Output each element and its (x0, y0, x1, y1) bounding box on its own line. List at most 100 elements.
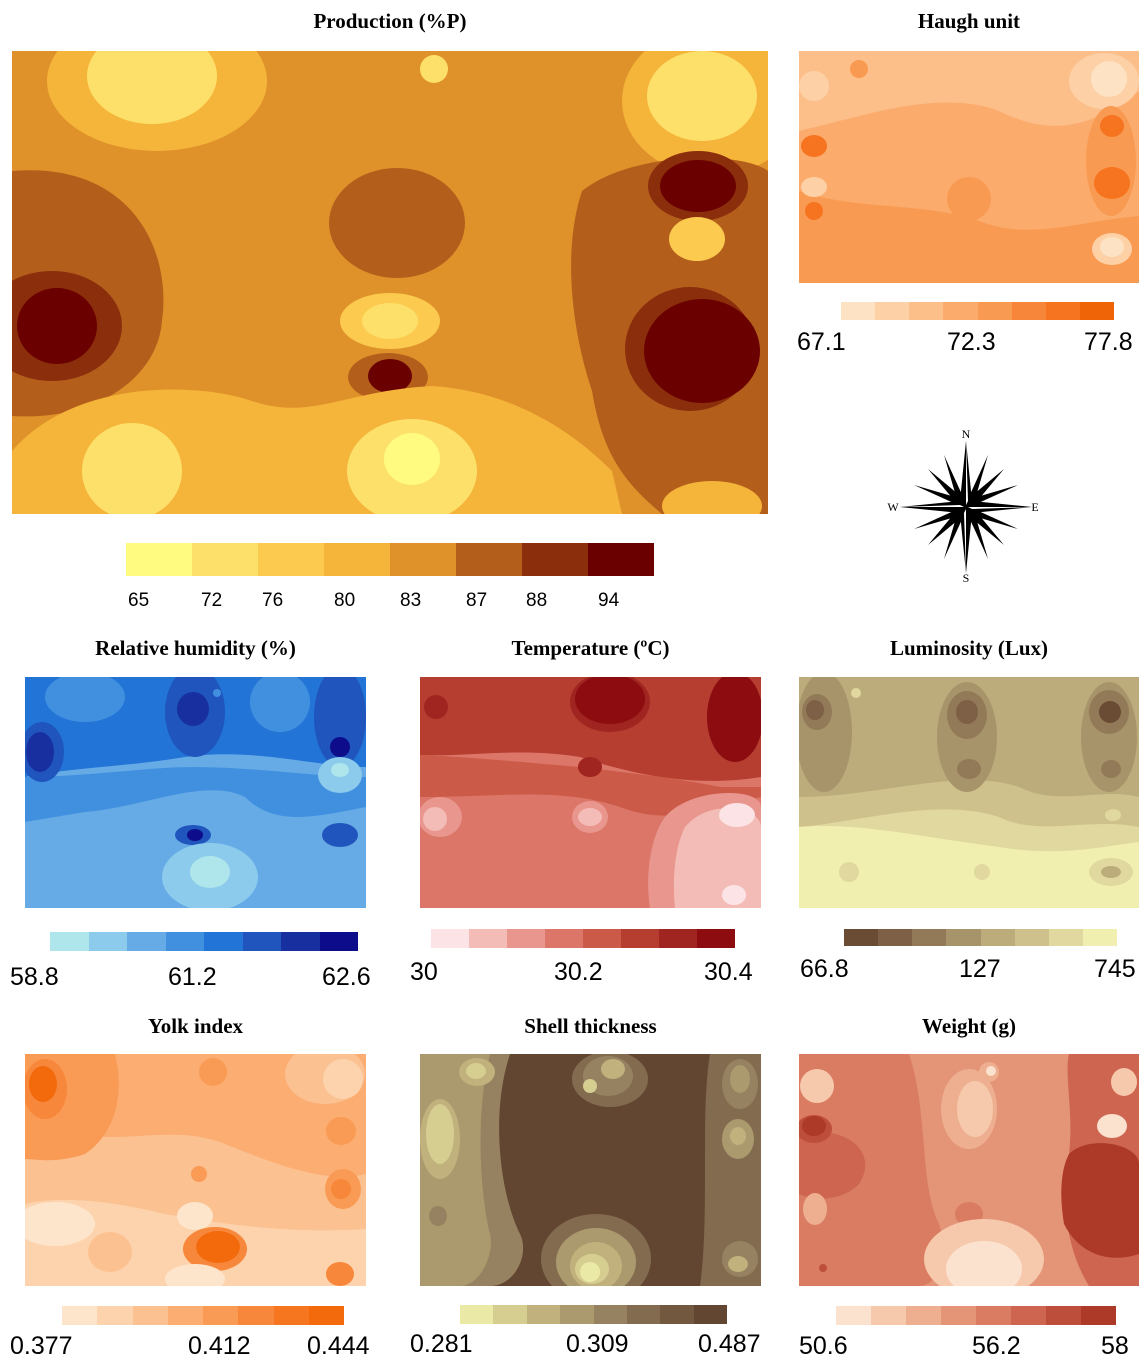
temperature-scale-swatch (697, 929, 735, 948)
humidity-scale-swatch (204, 932, 243, 951)
weight-legend-label-min: 50.6 (799, 1332, 848, 1360)
luminosity-legend-label-mid: 127 (959, 955, 1001, 983)
production-scale-swatch (324, 543, 390, 576)
yolk-legend-label-max: 0.444 (307, 1332, 370, 1360)
weight-color-scale (836, 1306, 1116, 1325)
haugh-scale-swatch (875, 302, 910, 320)
production-legend-label: 80 (334, 590, 356, 611)
shell-title: Shell thickness (524, 1014, 657, 1038)
shell-legend-label-max: 0.487 (698, 1330, 761, 1358)
yolk-scale-swatch (308, 1306, 344, 1325)
production-legend-label: 94 (598, 590, 620, 611)
yolk-legend-label-min: 0.377 (10, 1332, 73, 1360)
temperature-scale-swatch (659, 929, 697, 948)
shell-scale-swatch (626, 1305, 661, 1324)
yolk-scale-swatch (97, 1306, 133, 1325)
humidity-legend-label-mid: 61.2 (168, 963, 217, 991)
production-scale-swatch (258, 543, 324, 576)
shell-scale-swatch (526, 1305, 561, 1324)
production-scale-swatch (522, 543, 588, 576)
weight-scale-swatch (1046, 1306, 1081, 1325)
luminosity-legend-label-max: 745 (1094, 955, 1136, 983)
luminosity-scale-swatch (1048, 929, 1083, 946)
haugh-scale-swatch (1011, 302, 1046, 320)
production-legend-label: 72 (201, 590, 223, 611)
production-legend-label: 87 (466, 590, 488, 611)
north-arrow-compass: N S E W (880, 425, 1050, 585)
luminosity-scale-swatch (946, 929, 981, 946)
yolk-scale-swatch (167, 1306, 203, 1325)
temperature-scale-swatch (469, 929, 507, 948)
haugh-map (799, 51, 1139, 283)
luminosity-color-scale (844, 929, 1117, 946)
weight-map (799, 1054, 1139, 1286)
weight-legend-label-mid: 56.2 (972, 1332, 1021, 1360)
yolk-scale-swatch (132, 1306, 168, 1325)
shell-scale-swatch (660, 1305, 694, 1324)
production-scale-swatch (192, 543, 258, 576)
haugh-scale-swatch (943, 302, 978, 320)
humidity-scale-swatch (281, 932, 320, 951)
temperature-scale-swatch (545, 929, 583, 948)
production-title: Production (%P) (313, 9, 467, 33)
production-scale-swatch (126, 543, 192, 576)
temperature-legend-label-min: 30 (410, 958, 438, 986)
temperature-legend-label-mid: 30.2 (554, 958, 603, 986)
temperature-scale-swatch (583, 929, 621, 948)
compass-rose-icon: N S E W (887, 427, 1038, 585)
shell-scale-swatch (460, 1305, 494, 1324)
shell-color-scale (460, 1305, 727, 1324)
humidity-scale-swatch (50, 932, 89, 951)
haugh-scale-swatch (841, 302, 876, 320)
production-color-scale (126, 543, 654, 576)
humidity-scale-swatch (88, 932, 127, 951)
humidity-title: Relative humidity (%) (95, 636, 296, 660)
luminosity-scale-swatch (878, 929, 913, 946)
yolk-title: Yolk index (147, 1014, 244, 1038)
temperature-title: Temperature (ºC) (511, 636, 670, 660)
humidity-scale-swatch (165, 932, 204, 951)
humidity-scale-swatch (242, 932, 281, 951)
compass-west-label: W (887, 500, 899, 514)
haugh-title: Haugh unit (917, 9, 1021, 33)
weight-scale-swatch (976, 1306, 1011, 1325)
yolk-scale-swatch (273, 1306, 309, 1325)
shell-scale-swatch (593, 1305, 627, 1324)
shell-legend-label-min: 0.281 (410, 1330, 473, 1358)
weight-scale-swatch (906, 1306, 941, 1325)
humidity-map (25, 677, 366, 908)
production-map (12, 51, 768, 514)
production-legend-label: 83 (400, 590, 422, 611)
weight-title: Weight (g) (922, 1014, 1016, 1038)
shell-map (420, 1054, 761, 1286)
yolk-legend-label-mid: 0.412 (188, 1332, 251, 1360)
luminosity-scale-swatch (1014, 929, 1049, 946)
weight-scale-swatch (941, 1306, 976, 1325)
yolk-map (25, 1054, 366, 1286)
humidity-legend-label-min: 58.8 (10, 963, 59, 991)
temperature-scale-swatch (621, 929, 659, 948)
weight-legend-label-max: 58 (1101, 1332, 1129, 1360)
haugh-legend-label-min: 67.1 (797, 328, 846, 356)
luminosity-legend-label-min: 66.8 (800, 955, 849, 983)
humidity-scale-swatch (319, 932, 358, 951)
haugh-scale-swatch (909, 302, 944, 320)
haugh-scale-swatch (977, 302, 1012, 320)
luminosity-scale-swatch (912, 929, 947, 946)
shell-scale-swatch (693, 1305, 727, 1324)
haugh-legend-label-mid: 72.3 (947, 328, 996, 356)
humidity-color-scale (50, 932, 358, 951)
temperature-scale-swatch (507, 929, 545, 948)
yolk-scale-swatch (203, 1306, 239, 1325)
weight-scale-swatch (836, 1306, 871, 1325)
compass-east-label: E (1031, 500, 1038, 514)
luminosity-scale-swatch (980, 929, 1015, 946)
luminosity-scale-swatch (844, 929, 879, 946)
yolk-scale-swatch (238, 1306, 274, 1325)
haugh-legend-label-max: 77.8 (1084, 328, 1133, 356)
temperature-color-scale (431, 929, 735, 948)
temperature-map (420, 677, 761, 908)
haugh-color-scale (841, 302, 1114, 320)
compass-north-label: N (962, 427, 971, 441)
luminosity-title: Luminosity (Lux) (889, 636, 1049, 660)
